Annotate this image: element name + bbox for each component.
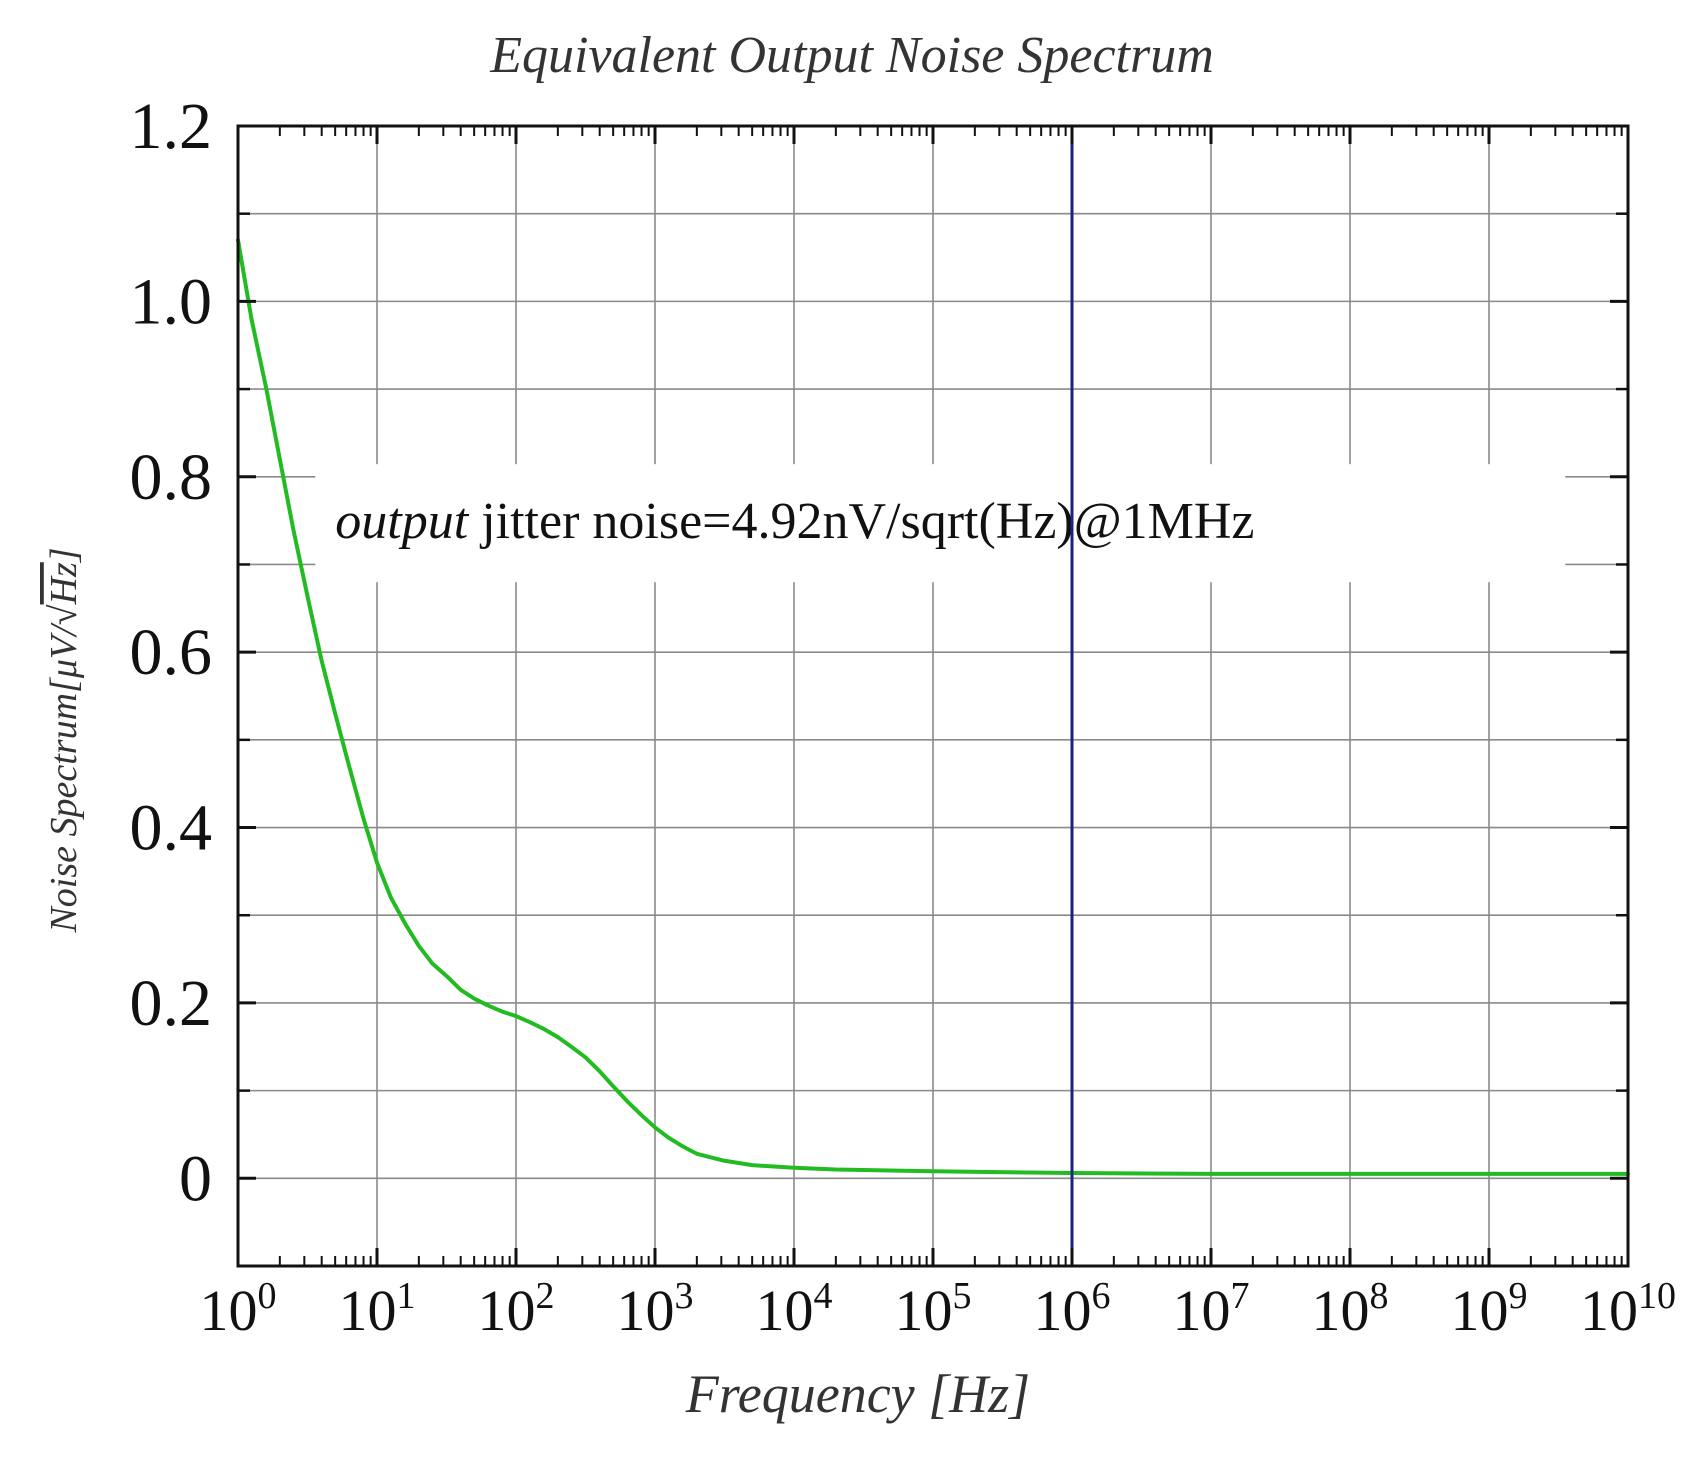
y-tick-label: 0 <box>179 1142 212 1215</box>
x-tick-exponent: 8 <box>1370 1275 1389 1317</box>
x-tick-base: 10 <box>1580 1278 1638 1343</box>
annotation-rest: jitter noise=4.92nV/sqrt(Hz)@1MHz <box>468 493 1254 550</box>
x-tick-exponent: 9 <box>1509 1275 1528 1317</box>
series <box>236 238 1630 1176</box>
x-tick-base: 10 <box>1451 1278 1509 1343</box>
x-tick-label: 105 <box>895 1275 972 1343</box>
x-tick-base: 10 <box>617 1278 675 1343</box>
x-tick-exponent: 3 <box>675 1275 694 1317</box>
x-tick-label: 1010 <box>1580 1275 1676 1343</box>
x-tick-base: 10 <box>1312 1278 1370 1343</box>
annotation-text: output jitter noise=4.92nV/sqrt(Hz)@1MHz <box>335 493 1254 550</box>
y-axis-label-prefix: Noise Spectrum[μV/ <box>43 622 85 934</box>
y-tick-label: 1.2 <box>130 90 213 163</box>
x-tick-base: 10 <box>478 1278 536 1343</box>
x-axis-label: Frequency [Hz] <box>685 1364 1030 1424</box>
x-tick-labels: 100 101 102 103 104 105 106 107 108 109 1010 <box>200 1275 1677 1343</box>
x-tick-exponent: 7 <box>1231 1275 1250 1317</box>
x-tick-base: 10 <box>1173 1278 1231 1343</box>
x-tick-base: 10 <box>895 1278 953 1343</box>
x-tick-label: 108 <box>1312 1275 1389 1343</box>
x-tick-exponent: 4 <box>814 1275 833 1317</box>
y-tick-labels: 0 0.2 0.4 0.6 0.8 1.0 1.2 <box>130 90 213 1215</box>
y-tick-label: 0.2 <box>130 967 213 1040</box>
y-tick-label: 0.4 <box>130 792 213 865</box>
x-tick-exponent: 2 <box>536 1275 555 1317</box>
series-line-noise <box>236 238 1630 1176</box>
x-tick-base: 10 <box>200 1278 258 1343</box>
y-tick-label: 0.8 <box>130 441 213 514</box>
x-tick-exponent: 1 <box>397 1275 416 1317</box>
x-tick-label: 103 <box>617 1275 694 1343</box>
x-tick-base: 10 <box>339 1278 397 1343</box>
x-tick-label: 102 <box>478 1275 555 1343</box>
y-axis-label-suffix: ] <box>43 547 85 563</box>
x-tick-label: 109 <box>1451 1275 1528 1343</box>
grid <box>238 126 1628 1266</box>
minor-ticks <box>278 126 1623 1266</box>
y-tick-label: 0.6 <box>130 616 213 689</box>
x-tick-exponent: 6 <box>1092 1275 1111 1317</box>
y-axis-label: Noise Spectrum[μV/√Hz] <box>43 547 85 933</box>
x-tick-label: 100 <box>200 1275 277 1343</box>
x-tick-exponent: 5 <box>953 1275 972 1317</box>
sqrt-sign: √ <box>43 604 85 625</box>
x-tick-base: 10 <box>1034 1278 1092 1343</box>
annotation-italic: output <box>335 493 469 550</box>
x-tick-label: 106 <box>1034 1275 1111 1343</box>
annotation-background <box>315 464 1566 583</box>
ticks <box>236 124 1630 1266</box>
x-tick-exponent: 10 <box>1638 1275 1676 1317</box>
y-axis-label-root: Hz <box>43 562 85 605</box>
x-tick-label: 107 <box>1173 1275 1250 1343</box>
chart-title: Equivalent Output Noise Spectrum <box>489 27 1214 84</box>
x-tick-label: 101 <box>339 1275 416 1343</box>
x-tick-base: 10 <box>756 1278 814 1343</box>
svg-text:Noise Spectrum[μV/√Hz]: Noise Spectrum[μV/√Hz] <box>43 547 85 933</box>
x-tick-label: 104 <box>756 1275 833 1343</box>
x-tick-exponent: 0 <box>258 1275 277 1317</box>
y-tick-label: 1.0 <box>130 265 213 338</box>
